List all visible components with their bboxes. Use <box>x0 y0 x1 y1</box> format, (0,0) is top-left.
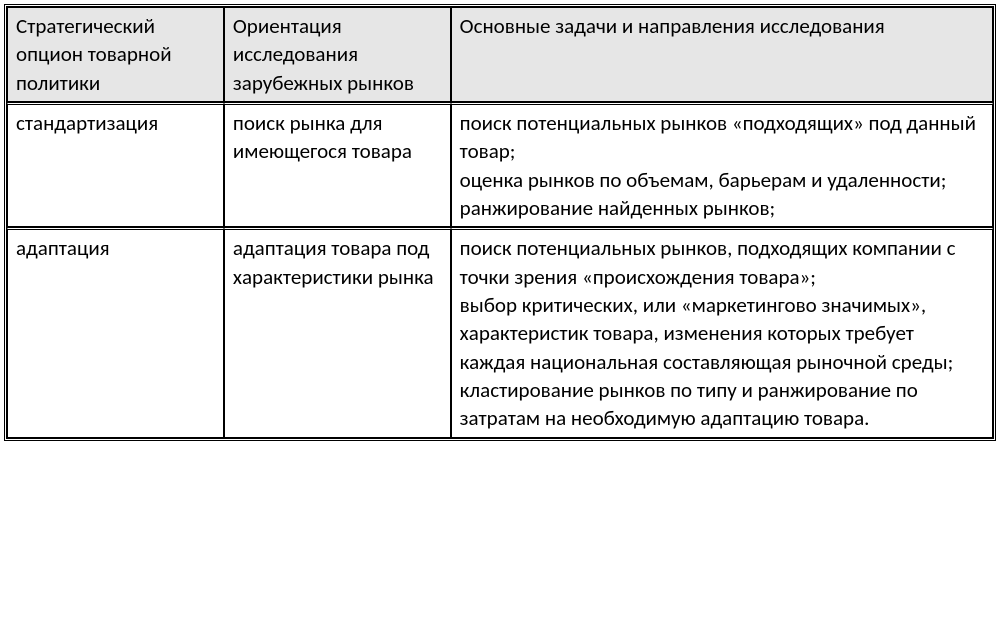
cell-orientation: поиск рынка для имеющегося товара <box>224 102 451 227</box>
cell-tasks: поиск потенциальных рынков, подходящих к… <box>451 227 993 437</box>
task-line: поиск потенциальных рынков, подходящих к… <box>460 234 984 291</box>
column-header-tasks: Основные задачи и направления исследован… <box>451 7 993 102</box>
task-line: кластирование рынков по типу и ранжирова… <box>460 376 984 433</box>
cell-tasks: поиск потенциальных рынков «подходящих» … <box>451 102 993 227</box>
table-row: стандартизация поиск рынка для имеющегос… <box>7 102 993 227</box>
cell-strategy: стандартизация <box>7 102 224 227</box>
column-header-orientation: Ориентация исследования зарубежных рынко… <box>224 7 451 102</box>
task-line: выбор критических, или «маркетингово зна… <box>460 291 984 376</box>
column-header-strategy: Стратегический опцион товарной политики <box>7 7 224 102</box>
task-line: поиск потенциальных рынков «подходящих» … <box>460 109 984 166</box>
task-line: ранжирование найденных рынков; <box>460 194 984 222</box>
strategy-table: Стратегический опцион товарной политики … <box>4 4 996 441</box>
cell-strategy: адаптация <box>7 227 224 437</box>
table-header-row: Стратегический опцион товарной политики … <box>7 7 993 102</box>
cell-orientation: адаптация товара под характеристики рынк… <box>224 227 451 437</box>
table-row: адаптация адаптация товара под характери… <box>7 227 993 437</box>
task-line: оценка рынков по объемам, барьерам и уда… <box>460 166 984 194</box>
